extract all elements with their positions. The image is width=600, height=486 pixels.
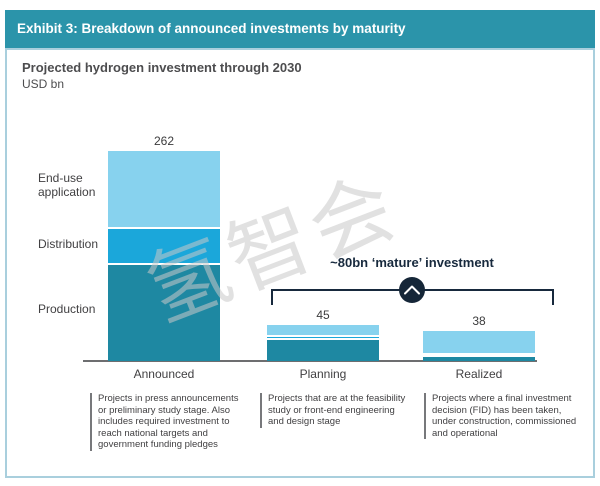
category-label-announced: Announced	[133, 367, 195, 381]
segment-label-end-use-application: End-use application	[38, 171, 96, 200]
footnote-announced: Projects in press announcements or preli…	[90, 393, 248, 451]
segment-label-distribution: Distribution	[38, 237, 99, 251]
bar-segment-production	[108, 264, 220, 361]
x-axis-line	[83, 360, 537, 362]
exhibit-content-box	[5, 48, 595, 478]
bar-segment-end-use-application	[108, 151, 220, 230]
footnote-realized: Projects where a final investment decisi…	[424, 393, 584, 440]
bar-value-announced: 262	[153, 134, 175, 148]
exhibit-header-title: Exhibit 3: Breakdown of announced invest…	[17, 21, 406, 36]
bar-planning	[267, 325, 379, 361]
category-label-planning: Planning	[299, 367, 347, 381]
bar-segment-end-use-application	[423, 331, 535, 355]
bar-segment-production	[267, 340, 379, 361]
category-label-realized: Realized	[455, 367, 503, 381]
exhibit-header: Exhibit 3: Breakdown of announced invest…	[5, 10, 595, 48]
bar-segment-distribution	[108, 229, 220, 265]
chart-unit-label: USD bn	[22, 77, 65, 91]
footnote-planning: Projects that are at the feasibility stu…	[260, 393, 412, 428]
bar-segment-distribution	[423, 354, 535, 358]
segment-label-production: Production	[38, 302, 96, 316]
bar-segment-end-use-application	[267, 325, 379, 337]
bar-announced	[108, 151, 220, 361]
bar-segment-distribution	[267, 337, 379, 341]
chevron-up-icon	[399, 277, 425, 303]
mature-investment-annotation: ~80bn ‘mature’ investment	[330, 255, 494, 270]
bar-value-realized: 38	[472, 314, 486, 328]
mature-investment-bracket	[271, 277, 554, 305]
chart-title: Projected hydrogen investment through 20…	[22, 60, 302, 75]
bar-segment-production	[423, 357, 535, 361]
bar-value-planning: 45	[316, 308, 330, 322]
bar-realized	[423, 331, 535, 361]
